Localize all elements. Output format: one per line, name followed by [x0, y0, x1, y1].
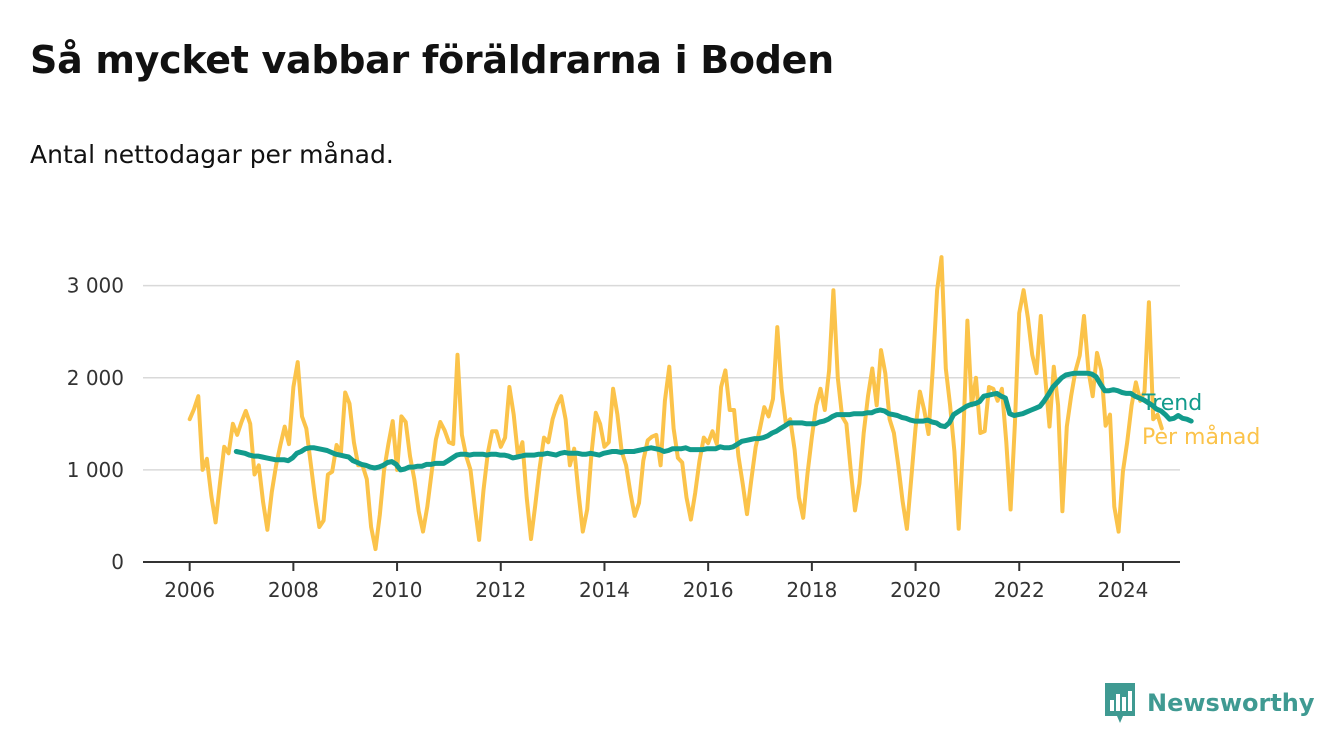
- x-tick-label: 2008: [268, 578, 319, 602]
- newsworthy-brand[interactable]: Newsworthy: [1103, 683, 1315, 723]
- chart-title: Så mycket vabbar föräldrarna i Boden: [30, 38, 834, 82]
- series-lines: [187, 255, 1194, 552]
- y-tick-label: 0: [111, 550, 124, 574]
- series-line-trend: [233, 370, 1194, 473]
- axes: 0 1 000 2 000 3 000 2006 2008 2010 2012 2014 2016…: [67, 274, 1180, 602]
- x-tick-label: 2020: [890, 578, 941, 602]
- x-tick-label: 2012: [475, 578, 526, 602]
- x-tick-label: 2014: [579, 578, 630, 602]
- newsworthy-logo-icon: [1105, 683, 1135, 723]
- x-tick-label: 2018: [786, 578, 837, 602]
- y-tick-label: 3 000: [67, 274, 124, 298]
- x-tick-label: 2022: [994, 578, 1045, 602]
- series-line-per-manad: [187, 255, 1164, 552]
- series-labels: Per månad Trend: [1141, 391, 1260, 450]
- y-tick-label: 2 000: [67, 366, 124, 390]
- x-tick-label: 2016: [683, 578, 734, 602]
- series-label-trend: Trend: [1141, 391, 1202, 416]
- series-label-per-manad: Per månad: [1142, 424, 1260, 450]
- x-tick-label: 2010: [372, 578, 423, 602]
- brand-name: Newsworthy: [1147, 689, 1315, 717]
- chart-subtitle: Antal nettodagar per månad.: [30, 140, 394, 169]
- x-tick-label: 2006: [164, 578, 215, 602]
- y-tick-label: 1 000: [67, 458, 124, 482]
- x-tick-label: 2024: [1098, 578, 1149, 602]
